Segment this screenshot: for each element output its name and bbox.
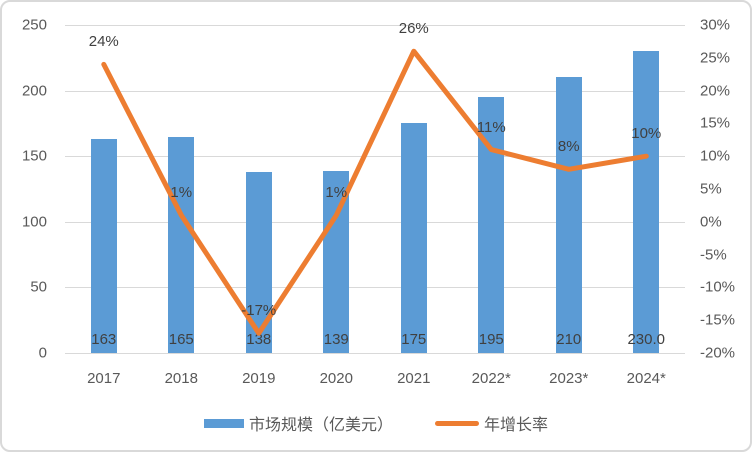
- y-axis-tick-left: 150: [21, 147, 47, 165]
- y-axis-tick-left: 200: [21, 82, 47, 100]
- x-axis-label: 2020: [319, 370, 353, 387]
- y-axis-tick-right: -10%: [700, 278, 736, 296]
- legend: 市场规模（亿美元） 年增长率: [2, 408, 750, 438]
- x-axis-label: 2018: [164, 370, 198, 387]
- y-axis-tick-left: 0: [38, 344, 47, 362]
- line-point-label: 11%: [476, 118, 506, 136]
- y-axis-tick-right: 10%: [700, 147, 731, 165]
- legend-label-growth-rate: 年增长率: [484, 417, 549, 434]
- bar: [400, 123, 427, 353]
- bar-value-label: 210: [556, 331, 582, 348]
- bar-series-swatch: [203, 418, 244, 428]
- line-point-label: 26%: [398, 20, 429, 38]
- legend-item-growth-rate: 年增长率: [435, 411, 548, 435]
- gridline: [65, 287, 685, 289]
- bar-value-label: 165: [168, 331, 194, 348]
- x-axis-label: 2021: [397, 370, 431, 387]
- x-axis: 2017 2018 2019 2020 2021 2022* 2023* 2024*: [65, 369, 685, 389]
- gridline: [65, 221, 685, 223]
- bar: [90, 139, 117, 353]
- x-axis-label: 2017: [87, 370, 121, 387]
- bar-value-label: 175: [401, 331, 427, 348]
- y-axis-tick-right: 20%: [700, 82, 731, 100]
- line-point-label: 1%: [170, 184, 193, 202]
- legend-label-market-size: 市场规模（亿美元）: [248, 417, 393, 434]
- y-axis-tick-right: -15%: [700, 311, 736, 329]
- x-axis-label: 2019: [242, 370, 276, 387]
- bar: [555, 77, 582, 353]
- x-axis-label: 2022*: [471, 370, 511, 387]
- bar-value-label: 138: [246, 331, 272, 348]
- bar-value-label: 139: [323, 331, 349, 348]
- legend-item-market-size: 市场规模（亿美元）: [203, 411, 393, 435]
- left-axis: 250 200 150 100 50 0: [2, 17, 47, 362]
- y-axis-tick-left: 50: [30, 278, 47, 296]
- y-axis-tick-left: 250: [21, 16, 47, 34]
- line-series-swatch: [435, 420, 479, 426]
- bar: [633, 51, 660, 353]
- y-axis-tick-right: 15%: [700, 114, 731, 132]
- x-axis-label: 2023*: [549, 370, 589, 387]
- bar: [168, 136, 195, 353]
- bar-value-label: 230.0: [627, 331, 666, 348]
- growth-rate-line: [101, 48, 649, 336]
- y-axis-tick-right: 30%: [700, 16, 731, 34]
- right-axis: 30% 25% 20% 15% 10% 5% 0% -5% -10% -15% -20%: [700, 17, 750, 362]
- line-point-label: -17%: [241, 302, 277, 320]
- line-point-label: 8%: [557, 138, 580, 156]
- line-point-label: 1%: [325, 184, 348, 202]
- y-axis-tick-right: -20%: [700, 344, 736, 362]
- y-axis-tick-right: -5%: [700, 246, 727, 264]
- line-series: [101, 48, 649, 336]
- gridline: [65, 156, 685, 158]
- x-axis-label: 2024*: [626, 370, 666, 387]
- y-axis-tick-right: 0%: [700, 213, 722, 231]
- bar-value-label: 163: [91, 331, 117, 348]
- y-axis-tick-left: 100: [21, 213, 47, 231]
- bar-value-label: 195: [478, 331, 504, 348]
- gridline: [65, 353, 685, 354]
- gridline: [65, 25, 685, 26]
- y-axis-tick-right: 25%: [700, 49, 731, 67]
- plot-area: 163 165 138 139 175 195 210 230.0 24% 1% -17% 1% 26…: [65, 20, 685, 354]
- gridline: [65, 90, 685, 92]
- line-point-label: 10%: [631, 125, 662, 143]
- y-axis-tick-right: 5%: [700, 180, 722, 198]
- line-point-label: 24%: [88, 33, 119, 51]
